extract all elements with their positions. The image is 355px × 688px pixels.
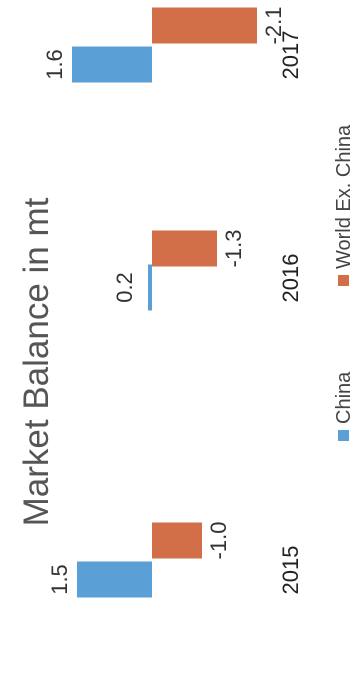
bar-china-2017 — [72, 46, 152, 83]
data-label-world-ex-china-2017: -2.1 — [261, 7, 286, 45]
legend-label-china: China — [333, 371, 355, 424]
bar-china-2015 — [77, 561, 152, 598]
bar-china-2016 — [148, 264, 152, 311]
legend: China World Ex. China — [333, 124, 355, 441]
legend-swatch-world-ex-china — [338, 275, 349, 286]
data-label-china-2017: 1.6 — [42, 49, 67, 80]
category-label-2015: 2015 — [278, 546, 303, 595]
legend-label-world-ex-china: World Ex. China — [333, 124, 355, 269]
category-label-2017: 2017 — [278, 31, 303, 80]
data-label-china-2015: 1.5 — [47, 564, 72, 595]
bar-world-ex-china-2016 — [152, 230, 217, 267]
bar-world-ex-china-2015 — [152, 522, 202, 559]
data-label-world-ex-china-2015: -1.0 — [206, 522, 231, 560]
bar-world-ex-china-2017 — [152, 7, 257, 44]
data-label-world-ex-china-2016: -1.3 — [221, 230, 246, 268]
legend-swatch-china — [338, 430, 349, 441]
chart-title: Market Balance in mt — [17, 197, 56, 526]
category-label-2016: 2016 — [278, 254, 303, 303]
data-label-china-2016: 0.2 — [112, 272, 137, 303]
